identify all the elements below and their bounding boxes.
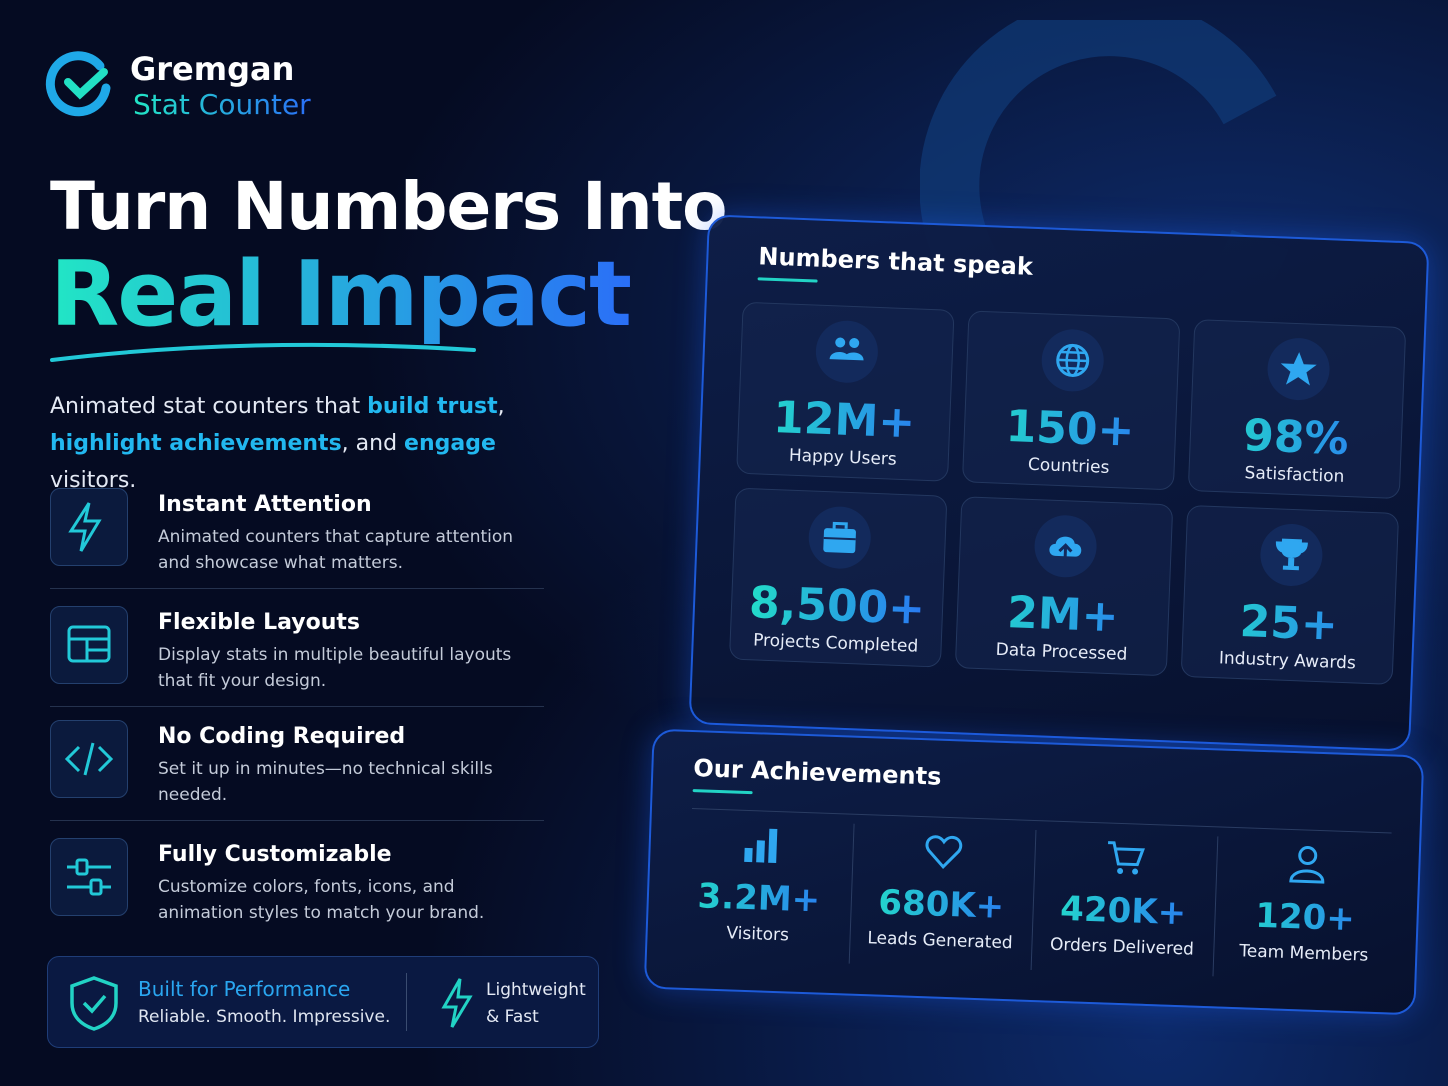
feature-title: Fully Customizable bbox=[158, 842, 392, 867]
icon bbox=[1056, 343, 1090, 377]
badge-tag-line: Lightweight bbox=[486, 980, 586, 1000]
icon bbox=[1288, 846, 1324, 884]
stat-icon bbox=[814, 319, 880, 384]
stat-card: 12M+ Happy Users bbox=[736, 301, 955, 482]
icon bbox=[1280, 352, 1317, 386]
divider bbox=[50, 588, 544, 589]
intro-text: , and bbox=[341, 431, 405, 456]
icon bbox=[67, 625, 111, 663]
intro-text: , bbox=[497, 394, 512, 419]
icon bbox=[1107, 841, 1145, 875]
feature-description: Set it up in minutes—no technical skills… bbox=[158, 759, 493, 805]
stat-icon bbox=[1259, 522, 1324, 588]
icon bbox=[823, 521, 856, 554]
brand-product: Stat Counter bbox=[133, 88, 311, 121]
stat-icon bbox=[1266, 336, 1331, 402]
stat-card: 150+ Countries bbox=[961, 310, 1181, 491]
shield-icon bbox=[70, 976, 118, 1031]
stats-panel: Numbers that speak 12M+ Happy Users 150+ Co… bbox=[688, 214, 1430, 752]
intro-text: Animated stat counters that bbox=[50, 394, 368, 419]
logo bbox=[45, 51, 111, 117]
badge: Built for Performance Reliable. Smooth. … bbox=[47, 956, 599, 1048]
icon bbox=[829, 337, 864, 361]
stat-icon bbox=[1040, 328, 1105, 393]
icon bbox=[68, 502, 102, 552]
stat-icon bbox=[807, 505, 872, 570]
achievement-label: Visitors bbox=[726, 923, 790, 946]
feature-icon bbox=[50, 488, 128, 566]
achievement-icon bbox=[670, 821, 851, 873]
divider bbox=[50, 706, 544, 707]
icon bbox=[67, 858, 111, 896]
feature-icon bbox=[50, 838, 128, 916]
intro-text: engage bbox=[404, 431, 496, 456]
feature-icon bbox=[50, 720, 128, 798]
intro: Animated stat counters that build trust,… bbox=[50, 388, 570, 499]
feature-title: Flexible Layouts bbox=[158, 610, 361, 635]
achievement-icon bbox=[853, 828, 1033, 880]
badge-tag: Lightweight & Fast bbox=[486, 977, 586, 1031]
badge-subtitle: Reliable. Smooth. Impressive. bbox=[138, 1007, 391, 1027]
icon bbox=[925, 835, 962, 869]
stat-value: 8,500+ bbox=[731, 577, 943, 636]
achievement: 420K+ Orders Delivered bbox=[1030, 830, 1216, 977]
achievement-label: Orders Delivered bbox=[1049, 934, 1195, 960]
achievement-value: 120+ bbox=[1215, 894, 1395, 940]
feature-description: Display stats in multiple beautiful layo… bbox=[158, 645, 512, 691]
stat-card: 25+ Industry Awards bbox=[1180, 504, 1400, 685]
icon bbox=[1049, 536, 1082, 563]
achievement-label: Team Members bbox=[1238, 941, 1369, 966]
icon bbox=[64, 742, 114, 776]
badge-tag-line: & Fast bbox=[486, 1007, 539, 1027]
achievement-icon bbox=[1217, 840, 1397, 892]
stats-panel-title: Numbers that speak bbox=[757, 242, 1034, 281]
stat-value: 98% bbox=[1190, 408, 1402, 467]
achievements-panel: Our Achievements 3.2M+ Visitors 680K+ Leads… bbox=[643, 728, 1425, 1016]
feature-title: No Coding Required bbox=[158, 724, 406, 749]
feature-icon bbox=[50, 606, 128, 684]
underline bbox=[50, 342, 476, 362]
stat-value: 150+ bbox=[964, 399, 1176, 458]
achievement-icon bbox=[1035, 834, 1215, 886]
divider bbox=[50, 820, 544, 821]
intro-text: highlight achievements bbox=[50, 431, 342, 456]
achievement: 3.2M+ Visitors bbox=[667, 817, 852, 963]
stat-card: 2M+ Data Processed bbox=[954, 496, 1174, 677]
achievement: 680K+ Leads Generated bbox=[848, 823, 1034, 970]
stat-card: 98% Satisfaction bbox=[1187, 319, 1407, 500]
intro-text: build trust bbox=[367, 394, 498, 419]
achievement-value: 420K+ bbox=[1033, 888, 1213, 934]
badge-divider bbox=[406, 973, 407, 1031]
badge-title: Built for Performance bbox=[138, 977, 351, 1001]
stat-value: 12M+ bbox=[738, 391, 950, 450]
feature-title: Instant Attention bbox=[158, 492, 372, 517]
brand-name: Gremgan bbox=[130, 50, 295, 88]
icon bbox=[744, 828, 778, 863]
stat-value: 2M+ bbox=[957, 585, 1169, 644]
achievements-title: Our Achievements bbox=[692, 754, 942, 791]
achievement-value: 3.2M+ bbox=[668, 875, 849, 921]
stat-value: 25+ bbox=[1183, 594, 1395, 653]
achievement-value: 680K+ bbox=[851, 882, 1031, 928]
stat-card: 8,500+ Projects Completed bbox=[728, 487, 948, 668]
achievement: 120+ Team Members bbox=[1212, 836, 1398, 983]
bolt-icon bbox=[441, 978, 473, 1028]
feature-description: Animated counters that capture attention… bbox=[158, 527, 514, 573]
bg-logo bbox=[920, 20, 1289, 280]
hero-line2: Real Impact bbox=[50, 242, 632, 347]
hero-line1: Turn Numbers Into bbox=[50, 168, 728, 245]
stat-icon bbox=[1033, 514, 1098, 579]
feature-description: Customize colors, fonts, icons, and anim… bbox=[158, 877, 485, 923]
icon bbox=[1275, 538, 1308, 571]
achievement-label: Leads Generated bbox=[867, 928, 1013, 954]
